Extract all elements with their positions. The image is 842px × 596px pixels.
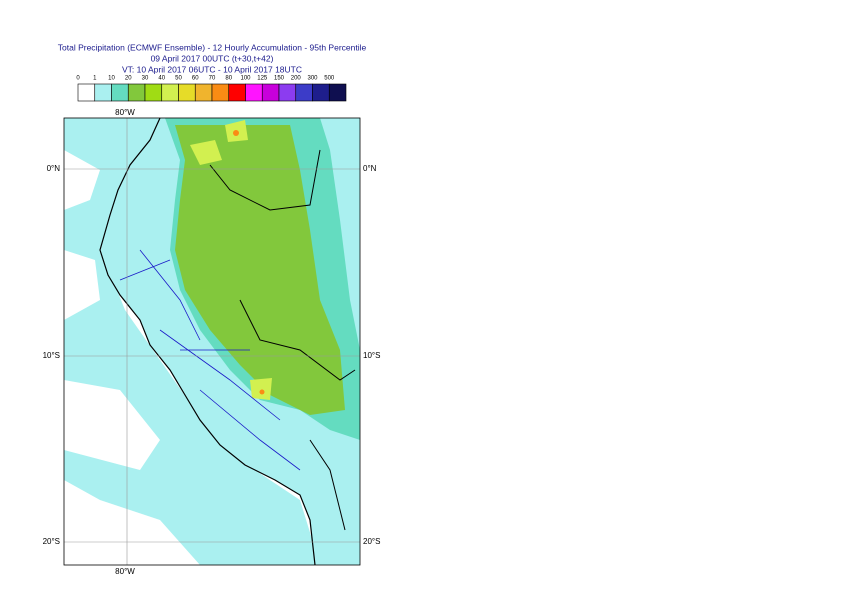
legend-swatch bbox=[295, 83, 313, 102]
legend-label: 0 bbox=[76, 76, 80, 82]
coastline bbox=[99, 118, 316, 565]
lat-label: 10°S bbox=[363, 351, 380, 360]
legend-swatch bbox=[261, 83, 280, 102]
legend-label: 300 bbox=[307, 76, 318, 82]
titles: Total Precipitation (ECMWF Ensemble) - 1… bbox=[58, 42, 367, 74]
lat-label: 0°N bbox=[47, 164, 61, 173]
legend-label: 500 bbox=[324, 76, 335, 82]
precip-20 bbox=[175, 125, 345, 415]
border bbox=[209, 149, 356, 531]
title-line: VT: 10 April 2017 06UTC - 10 April 2017 … bbox=[122, 64, 302, 74]
legend-swatch bbox=[211, 83, 230, 102]
legend-swatch bbox=[328, 83, 347, 102]
lat-label: 0°N bbox=[363, 164, 377, 173]
sea-dry bbox=[64, 150, 160, 470]
legend-swatch bbox=[77, 83, 96, 102]
map: 80°W 80°W 0°N 0°N 10°S 10°S 20°S 20°S bbox=[43, 108, 381, 576]
legend-label: 30 bbox=[142, 76, 149, 82]
map-frame bbox=[63, 117, 361, 566]
lat-label: 20°S bbox=[43, 537, 60, 546]
legend-swatch bbox=[161, 83, 179, 102]
legend-swatch bbox=[111, 83, 129, 102]
legend-swatch bbox=[312, 83, 330, 102]
legend-swatch bbox=[94, 83, 112, 102]
legend-label: 40 bbox=[158, 76, 165, 82]
legend-label: 100 bbox=[240, 76, 251, 82]
legend-swatch bbox=[245, 83, 263, 102]
legend: 0 1 10 20 30 40 50 60 70 80 100 125 150 200 300 500 bbox=[76, 76, 347, 102]
legend-swatch bbox=[127, 83, 146, 102]
lon-label: 80°W bbox=[115, 567, 135, 576]
title-line: Total Precipitation (ECMWF Ensemble) - 1… bbox=[58, 42, 367, 52]
legend-label: 60 bbox=[192, 76, 199, 82]
lat-label: 20°S bbox=[363, 537, 380, 546]
lat-label: 10°S bbox=[43, 351, 60, 360]
legend-label: 1 bbox=[93, 76, 97, 82]
legend-swatch bbox=[278, 83, 297, 102]
title-line: 09 April 2017 00UTC (t+30,t+42) bbox=[151, 53, 274, 63]
legend-label: 50 bbox=[175, 76, 182, 82]
region-border bbox=[119, 249, 301, 471]
precip-70 bbox=[259, 389, 265, 395]
legend-label: 125 bbox=[257, 76, 268, 82]
legend-label: 70 bbox=[209, 76, 216, 82]
lon-label: 80°W bbox=[115, 108, 135, 117]
legend-label: 80 bbox=[225, 76, 232, 82]
graticule bbox=[64, 118, 360, 565]
legend-swatch bbox=[228, 83, 246, 102]
legend-swatch bbox=[178, 83, 196, 102]
legend-swatch bbox=[144, 83, 163, 102]
legend-label: 150 bbox=[274, 76, 285, 82]
legend-label: 200 bbox=[291, 76, 302, 82]
legend-swatch bbox=[194, 83, 213, 102]
legend-label: 20 bbox=[125, 76, 132, 82]
precip-70 bbox=[233, 130, 239, 136]
legend-label: 10 bbox=[108, 76, 115, 82]
precip-40 bbox=[190, 120, 272, 400]
